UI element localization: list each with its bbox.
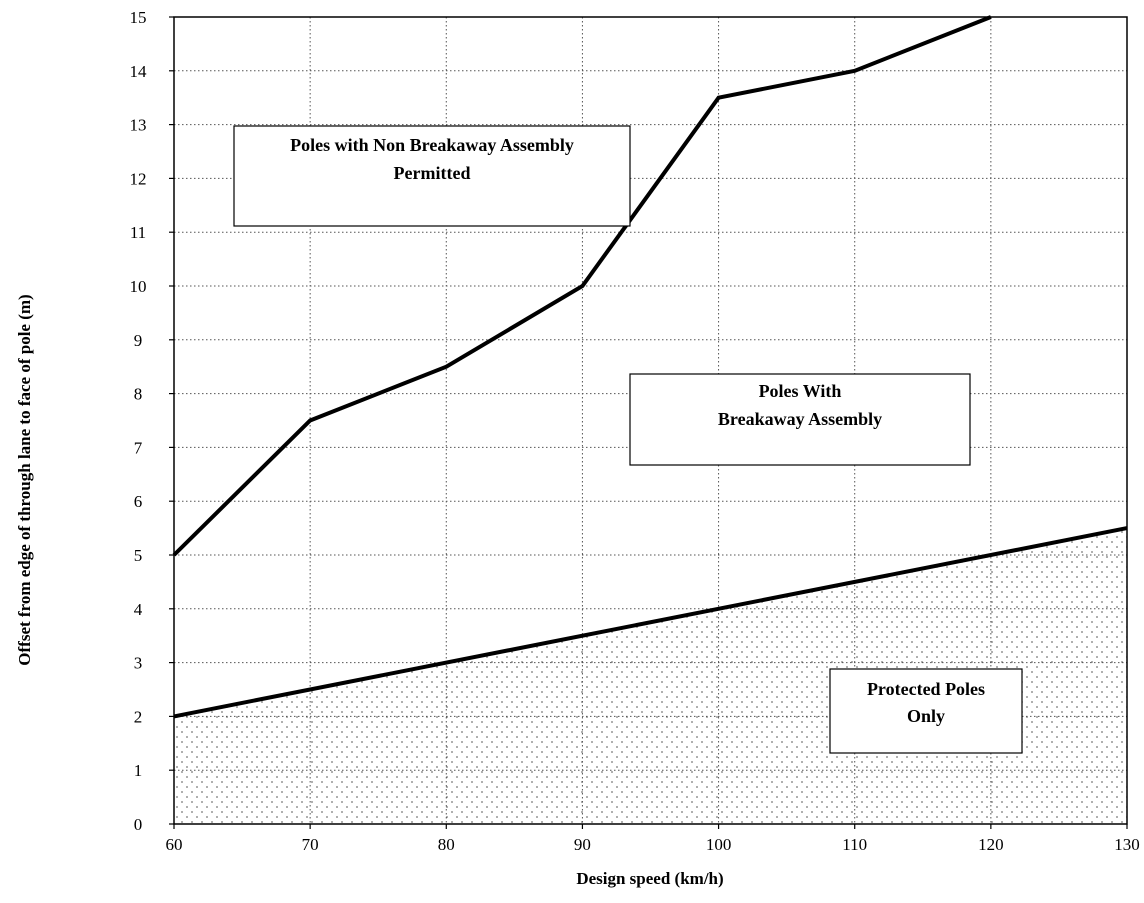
annotation-breakaway-box	[629, 373, 971, 466]
x-tick-label: 60	[166, 835, 183, 854]
x-tick-label: 120	[978, 835, 1004, 854]
annotation-non-breakaway-line2: Permitted	[394, 163, 471, 183]
annotation-protected-line2: Only	[907, 706, 945, 726]
y-tick-label: 4	[134, 600, 143, 619]
annotation-protected-line1: Protected Poles	[867, 679, 985, 699]
annotation-protected-box	[829, 668, 1023, 754]
y-axis-title: Offset from edge of through lane to face…	[15, 294, 34, 665]
y-tick-label: 14	[130, 62, 148, 81]
y-tick-label: 8	[134, 385, 143, 404]
y-tick-label: 10	[130, 277, 147, 296]
y-tick-label: 9	[134, 331, 143, 350]
y-tick-label: 0	[134, 815, 143, 834]
y-tick-label: 12	[130, 169, 147, 188]
non-breakaway-boundary-line	[172, 15, 992, 557]
annotation-breakaway: Poles With Breakaway Assembly	[629, 373, 971, 466]
x-tick-label: 90	[574, 835, 591, 854]
annotation-protected: Protected Poles Only	[829, 668, 1023, 754]
y-tick-label: 13	[130, 116, 147, 135]
x-tick-label: 100	[706, 835, 732, 854]
y-tick-label: 7	[134, 438, 143, 457]
annotation-breakaway-line1: Poles With	[759, 381, 842, 401]
series-lines	[172, 15, 1128, 719]
x-tick-label: 80	[438, 835, 455, 854]
x-axis-ticks: 60 70 80 90 100 110 120 130	[166, 824, 1140, 854]
x-axis-title: Design speed (km/h)	[576, 869, 723, 888]
y-tick-label: 2	[134, 707, 143, 726]
y-tick-label: 5	[134, 546, 143, 565]
x-tick-label: 70	[302, 835, 319, 854]
y-tick-label: 3	[134, 654, 143, 673]
y-tick-label: 6	[134, 492, 143, 511]
x-tick-label: 110	[842, 835, 867, 854]
annotation-non-breakaway: Poles with Non Breakaway Assembly Permit…	[233, 125, 631, 227]
annotation-breakaway-line2: Breakaway Assembly	[718, 409, 882, 429]
protected-boundary-line	[173, 526, 1128, 719]
y-tick-label: 1	[134, 761, 143, 780]
annotation-non-breakaway-line1: Poles with Non Breakaway Assembly	[290, 135, 574, 155]
plot-area-frame	[173, 16, 1128, 825]
annotation-non-breakaway-box	[233, 125, 631, 227]
y-tick-label: 11	[130, 223, 146, 242]
x-tick-label: 130	[1114, 835, 1140, 854]
y-tick-label: 15	[130, 8, 147, 27]
